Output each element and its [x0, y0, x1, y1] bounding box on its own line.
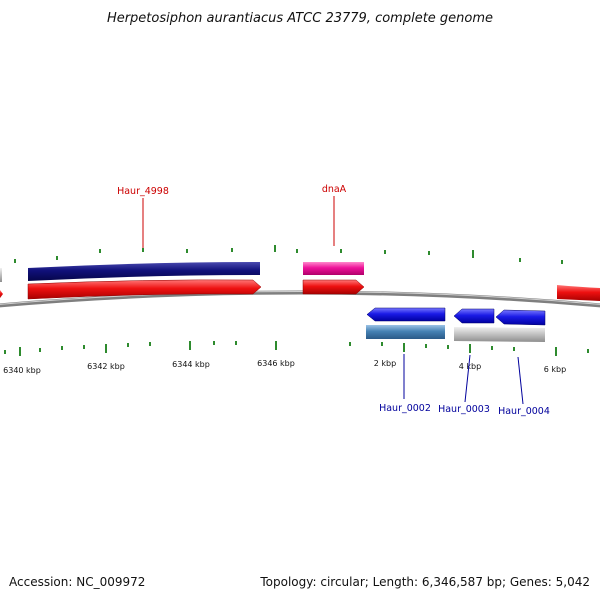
tick-label: 4 kbp — [459, 362, 481, 371]
gene-label-haur-0002: Haur_0002 — [379, 403, 431, 414]
tick-label: 6342 kbp — [87, 362, 125, 371]
genome-backbone-highlight — [0, 291, 600, 305]
tick-label: 2 kbp — [374, 359, 396, 368]
gene-arrow-haur-4998 — [27, 279, 262, 300]
feature-block-steel — [366, 325, 445, 339]
feature-block-left-partial — [0, 268, 2, 282]
forward-genes — [0, 279, 600, 301]
tick-label: 6340 kbp — [3, 366, 41, 375]
leader-line-haur-0003 — [464, 354, 471, 403]
gene-arrow-haur-0003 — [453, 308, 495, 324]
label-leaders — [142, 196, 524, 405]
gene-arrow-right-partial — [557, 285, 600, 301]
gene-label-dnaa: dnaA — [322, 184, 347, 195]
tick-label: 6346 kbp — [257, 359, 295, 368]
gene-arrow-haur-0002 — [366, 307, 446, 322]
tick-label: 6 kbp — [544, 365, 566, 374]
map-title: Herpetosiphon aurantiacus ATCC 23779, co… — [107, 11, 493, 26]
gene-label-haur-4998: Haur_4998 — [117, 186, 169, 197]
feature-block-navy — [28, 262, 260, 281]
feature-row-lower — [366, 325, 545, 342]
gene-arrow-haur-0004 — [495, 309, 546, 326]
genome-backbone — [0, 290, 600, 308]
tick-label: 6344 kbp — [172, 360, 210, 369]
gene-arrow-dnaa — [302, 279, 365, 295]
outer-ticks — [14, 245, 563, 264]
leader-line-haur-0004 — [517, 356, 524, 405]
inner-ticks — [4, 341, 589, 356]
gene-arrow-left-partial — [0, 290, 3, 298]
genome-summary-text: Topology: circular; Length: 6,346,587 bp… — [259, 575, 590, 589]
gene-label-haur-0004: Haur_0004 — [498, 406, 550, 417]
reverse-genes — [366, 307, 546, 326]
gene-labels: Haur_4998 dnaA Haur_0002 Haur_0003 Haur_… — [117, 184, 550, 417]
feature-block-silver — [454, 327, 545, 342]
feature-row-upper — [0, 262, 364, 282]
gene-label-haur-0003: Haur_0003 — [438, 404, 490, 415]
feature-block-pink — [303, 262, 364, 275]
tick-labels: 6340 kbp 6342 kbp 6344 kbp 6346 kbp 2 kb… — [3, 359, 566, 375]
accession-text: Accession: NC_009972 — [9, 575, 145, 589]
